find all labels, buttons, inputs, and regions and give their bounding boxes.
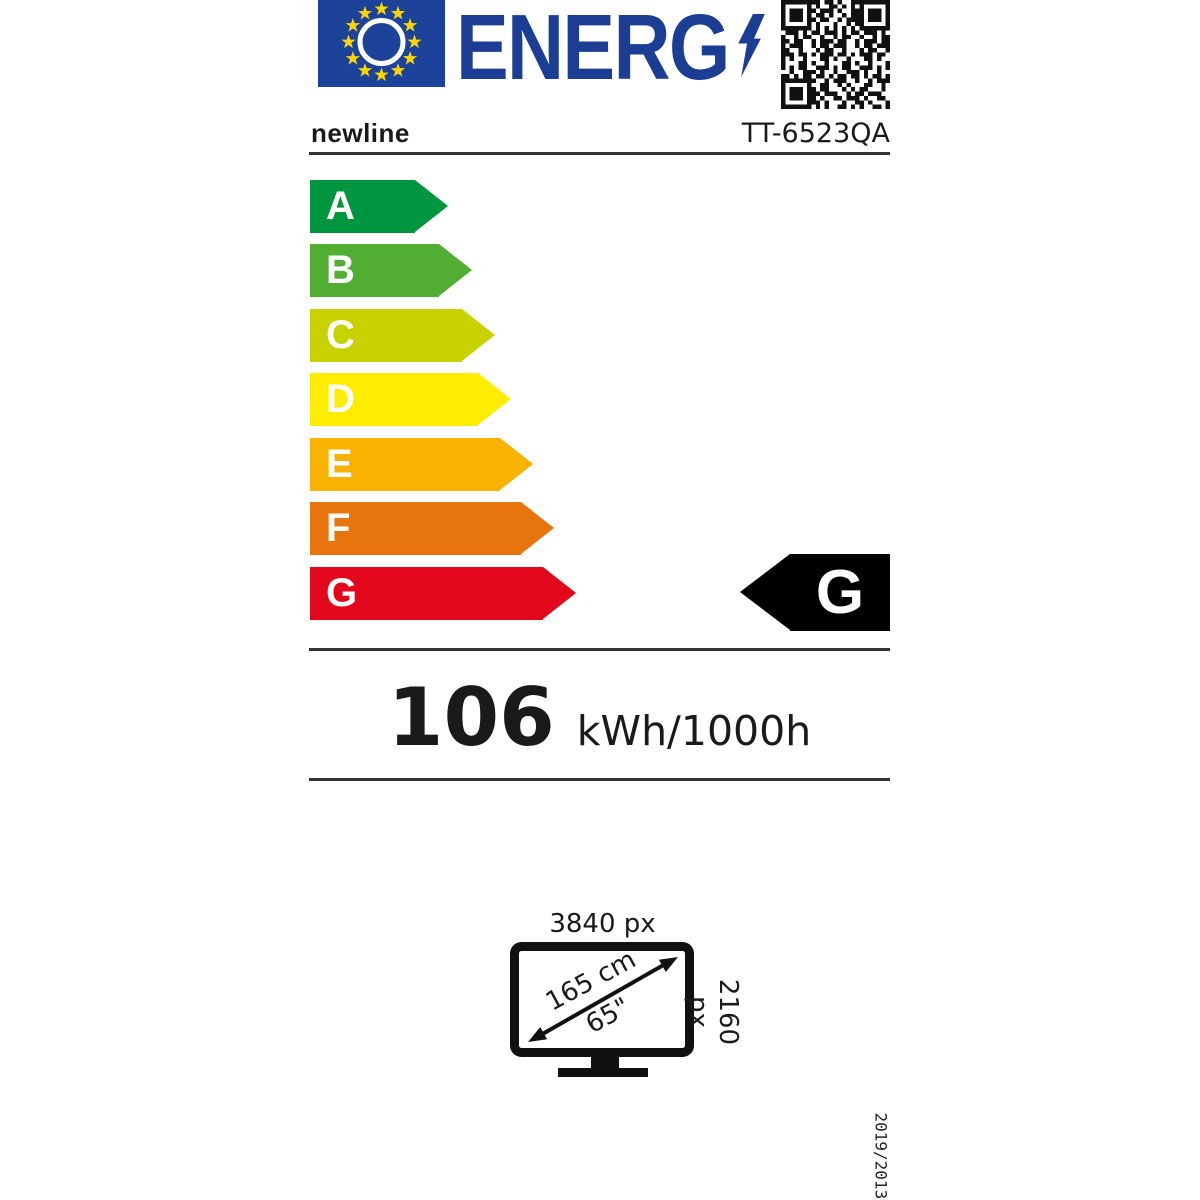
qr-code-icon — [781, 0, 890, 109]
class-letter-c: C — [326, 313, 355, 357]
class-arrow-b-tip — [439, 244, 472, 296]
class-arrow-d-tip — [478, 373, 511, 425]
class-arrow-a-body: A — [310, 180, 415, 233]
class-arrow-g-body: G — [310, 567, 543, 620]
rating-letter: G — [815, 558, 865, 627]
class-arrow-c-tip — [462, 309, 495, 361]
regulation-reference: 2019/2013 — [871, 1112, 891, 1200]
tv-screen-icon — [510, 942, 694, 1077]
consumption-row: 106 kWh/1000h — [309, 678, 890, 758]
class-arrow-g: G — [310, 567, 576, 620]
divider-top — [309, 152, 890, 155]
eu-flag-icon — [318, 0, 445, 87]
vertical-resolution-label: 2160 px — [683, 978, 743, 1046]
class-arrow-a-tip — [415, 180, 448, 232]
class-arrow-f: F — [310, 502, 554, 555]
diagonal-arrow-icon — [528, 957, 678, 1042]
class-letter-b: B — [326, 248, 355, 292]
class-arrow-e-body: E — [310, 438, 500, 491]
class-letter-g: G — [326, 571, 358, 615]
divider-middle — [309, 648, 890, 651]
class-arrow-e-tip — [500, 438, 533, 490]
consumption-unit: kWh/1000h — [576, 707, 812, 755]
class-arrow-d: D — [310, 373, 511, 426]
horizontal-resolution-label: 3840 px — [549, 909, 656, 939]
class-letter-e: E — [326, 442, 353, 486]
divider-bottom — [309, 778, 890, 781]
rating-arrow-body: G — [790, 554, 890, 631]
class-letter-f: F — [326, 506, 351, 550]
class-arrow-b-body: B — [310, 244, 439, 297]
class-letter-a: A — [326, 184, 355, 228]
energ-wordmark: ENERG — [456, 0, 730, 99]
class-letter-d: D — [326, 377, 355, 421]
rating-arrow: G — [740, 554, 890, 631]
rating-arrow-tip — [740, 554, 790, 630]
class-arrow-g-tip — [543, 567, 576, 619]
brand-name: newline — [311, 118, 410, 148]
lightning-bolt-icon — [738, 14, 765, 77]
class-arrow-a: A — [310, 180, 448, 233]
class-arrow-f-body: F — [310, 502, 521, 555]
consumption-value: 106 — [387, 671, 555, 764]
class-arrow-b: B — [310, 244, 472, 297]
model-number: TT-6523QA — [741, 118, 890, 149]
class-arrow-c-body: C — [310, 309, 462, 362]
class-arrow-e: E — [310, 438, 533, 491]
class-arrow-c: C — [310, 309, 495, 362]
class-arrow-f-tip — [521, 502, 554, 554]
class-arrow-d-body: D — [310, 373, 478, 426]
